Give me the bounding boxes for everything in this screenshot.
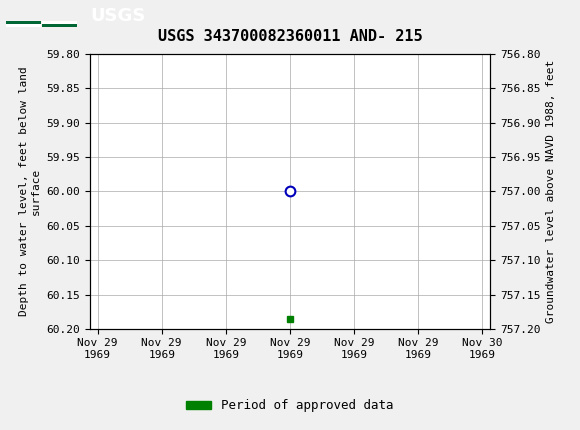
Text: USGS: USGS <box>90 7 145 25</box>
Legend: Period of approved data: Period of approved data <box>181 394 399 417</box>
Bar <box>6 21 41 24</box>
Y-axis label: Groundwater level above NAVD 1988, feet: Groundwater level above NAVD 1988, feet <box>546 60 556 323</box>
Bar <box>42 21 77 24</box>
Text: USGS 343700082360011 AND- 215: USGS 343700082360011 AND- 215 <box>158 29 422 44</box>
Y-axis label: Depth to water level, feet below land
surface: Depth to water level, feet below land su… <box>19 67 41 316</box>
Bar <box>42 25 77 28</box>
Bar <box>6 25 41 28</box>
